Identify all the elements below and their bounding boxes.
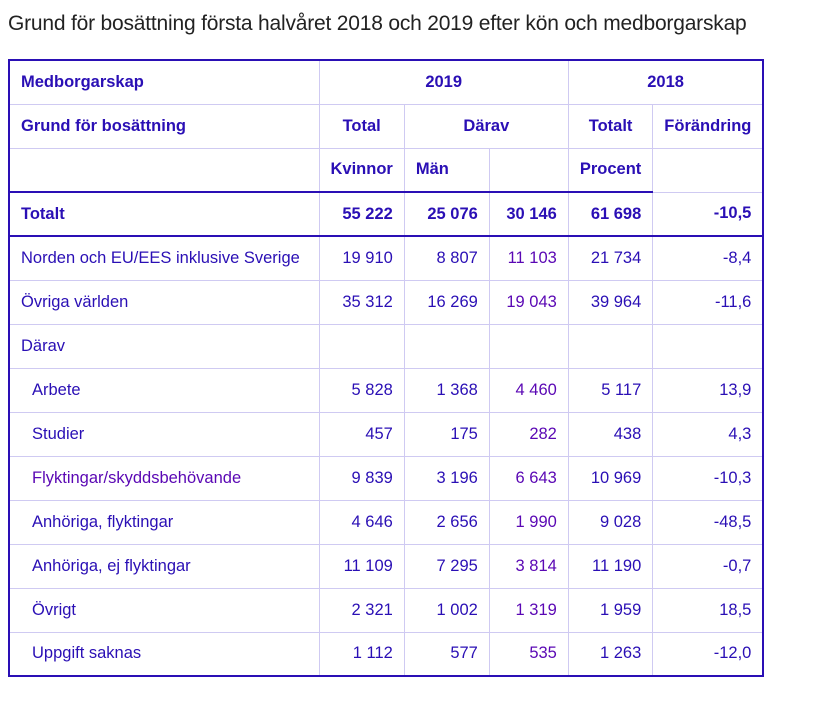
cell-kvinnor: 16 269: [403, 279, 490, 325]
table-row: Övrigt 2 321 1 002 1 319 1 959 18,5: [8, 587, 764, 633]
cell-kvinnor: 1 002: [403, 587, 490, 633]
cell-man: 30 146: [488, 191, 569, 237]
cell-man: 3 814: [488, 543, 569, 589]
table-row: Norden och EU/EES inklusive Sverige 19 91…: [8, 235, 764, 281]
cell-change: -0,7: [652, 543, 764, 589]
header-2019: 2019: [318, 59, 569, 105]
cell-change: -12,0: [652, 631, 764, 677]
cell-total: 35 312: [318, 279, 405, 325]
table-row: Anhöriga, ej flyktingar 11 109 7 295 3 814 1…: [8, 543, 764, 589]
row-label: Studier: [8, 411, 320, 457]
cell-t2018: 9 028: [567, 499, 654, 545]
table-row: Därav: [8, 323, 764, 369]
cell-kvinnor: 8 807: [403, 235, 490, 281]
table-row: Övriga världen 35 312 16 269 19 043 39 964 -1…: [8, 279, 764, 325]
cell-man: 282: [488, 411, 569, 457]
cell-t2018: 61 698: [567, 191, 654, 237]
cell-change: 13,9: [652, 367, 764, 413]
header-forandring: Förändring: [652, 103, 764, 149]
row-label: Anhöriga, flyktingar: [8, 499, 320, 545]
header-kvinnor: Kvinnor: [318, 147, 405, 193]
header-2018: 2018: [567, 59, 764, 105]
data-table: Medborgarskap 2019 2018 Grund för bosätt…: [8, 59, 765, 677]
cell-man: [488, 323, 569, 369]
cell-total: 457: [318, 411, 405, 457]
cell-t2018: 10 969: [567, 455, 654, 501]
cell-man: 6 643: [488, 455, 569, 501]
cell-total: 55 222: [318, 191, 405, 237]
header-procent: Procent: [567, 147, 654, 193]
row-label: Uppgift saknas: [8, 631, 320, 677]
header-totalt: Totalt: [567, 103, 654, 149]
cell-t2018: 1 263: [567, 631, 654, 677]
header-man: Män: [403, 147, 490, 193]
cell-kvinnor: 175: [403, 411, 490, 457]
header-medborgarskap: Medborgarskap: [8, 59, 320, 105]
row-label: Norden och EU/EES inklusive Sverige: [8, 235, 320, 281]
cell-total: 5 828: [318, 367, 405, 413]
cell-total: 11 109: [318, 543, 405, 589]
cell-total: 1 112: [318, 631, 405, 677]
cell-man: 535: [488, 631, 569, 677]
cell-man: 1 319: [488, 587, 569, 633]
table-row: Uppgift saknas 1 112 577 535 1 263 -12,0: [8, 631, 764, 677]
header-darav: Därav: [403, 103, 569, 149]
cell-kvinnor: 577: [403, 631, 490, 677]
table-row: Arbete 5 828 1 368 4 460 5 117 13,9: [8, 367, 764, 413]
row-label: Övrigt: [8, 587, 320, 633]
header-empty: [8, 147, 320, 193]
cell-kvinnor: [403, 323, 490, 369]
cell-change: -10,5: [652, 191, 764, 237]
row-label: Flyktingar/skyddsbehövande: [8, 455, 320, 501]
cell-t2018: [567, 323, 654, 369]
cell-change: -8,4: [652, 235, 764, 281]
cell-change: -48,5: [652, 499, 764, 545]
cell-t2018: 39 964: [567, 279, 654, 325]
cell-man: 11 103: [488, 235, 569, 281]
cell-man: 1 990: [488, 499, 569, 545]
cell-kvinnor: 3 196: [403, 455, 490, 501]
cell-kvinnor: 2 656: [403, 499, 490, 545]
row-label: Totalt: [8, 191, 320, 237]
cell-total: 2 321: [318, 587, 405, 633]
cell-t2018: 21 734: [567, 235, 654, 281]
table-row: Flyktingar/skyddsbehövande 9 839 3 196 6 64…: [8, 455, 764, 501]
cell-man: 4 460: [488, 367, 569, 413]
page-title: Grund för bosättning första halvåret 201…: [8, 12, 747, 35]
cell-t2018: 1 959: [567, 587, 654, 633]
table-row: Studier 457 175 282 438 4,3: [8, 411, 764, 457]
cell-kvinnor: 25 076: [403, 191, 490, 237]
cell-change: 4,3: [652, 411, 764, 457]
cell-t2018: 11 190: [567, 543, 654, 589]
row-label: Övriga världen: [8, 279, 320, 325]
header-grund: Grund för bosättning: [8, 103, 320, 149]
cell-total: [318, 323, 405, 369]
cell-kvinnor: 7 295: [403, 543, 490, 589]
cell-change: 18,5: [652, 587, 764, 633]
cell-total: 19 910: [318, 235, 405, 281]
header-total: Total: [318, 103, 405, 149]
row-label: Arbete: [8, 367, 320, 413]
cell-total: 9 839: [318, 455, 405, 501]
cell-t2018: 5 117: [567, 367, 654, 413]
cell-change: [652, 323, 764, 369]
cell-man: 19 043: [488, 279, 569, 325]
cell-change: -11,6: [652, 279, 764, 325]
row-label: Anhöriga, ej flyktingar: [8, 543, 320, 589]
cell-total: 4 646: [318, 499, 405, 545]
cell-change: -10,3: [652, 455, 764, 501]
cell-kvinnor: 1 368: [403, 367, 490, 413]
table-row: Anhöriga, flyktingar 4 646 2 656 1 990 9 028…: [8, 499, 764, 545]
table-row: Totalt 55 222 25 076 30 146 61 698 -10,5: [8, 191, 764, 237]
row-label: Därav: [8, 323, 320, 369]
header-empty: [488, 147, 569, 193]
cell-t2018: 438: [567, 411, 654, 457]
